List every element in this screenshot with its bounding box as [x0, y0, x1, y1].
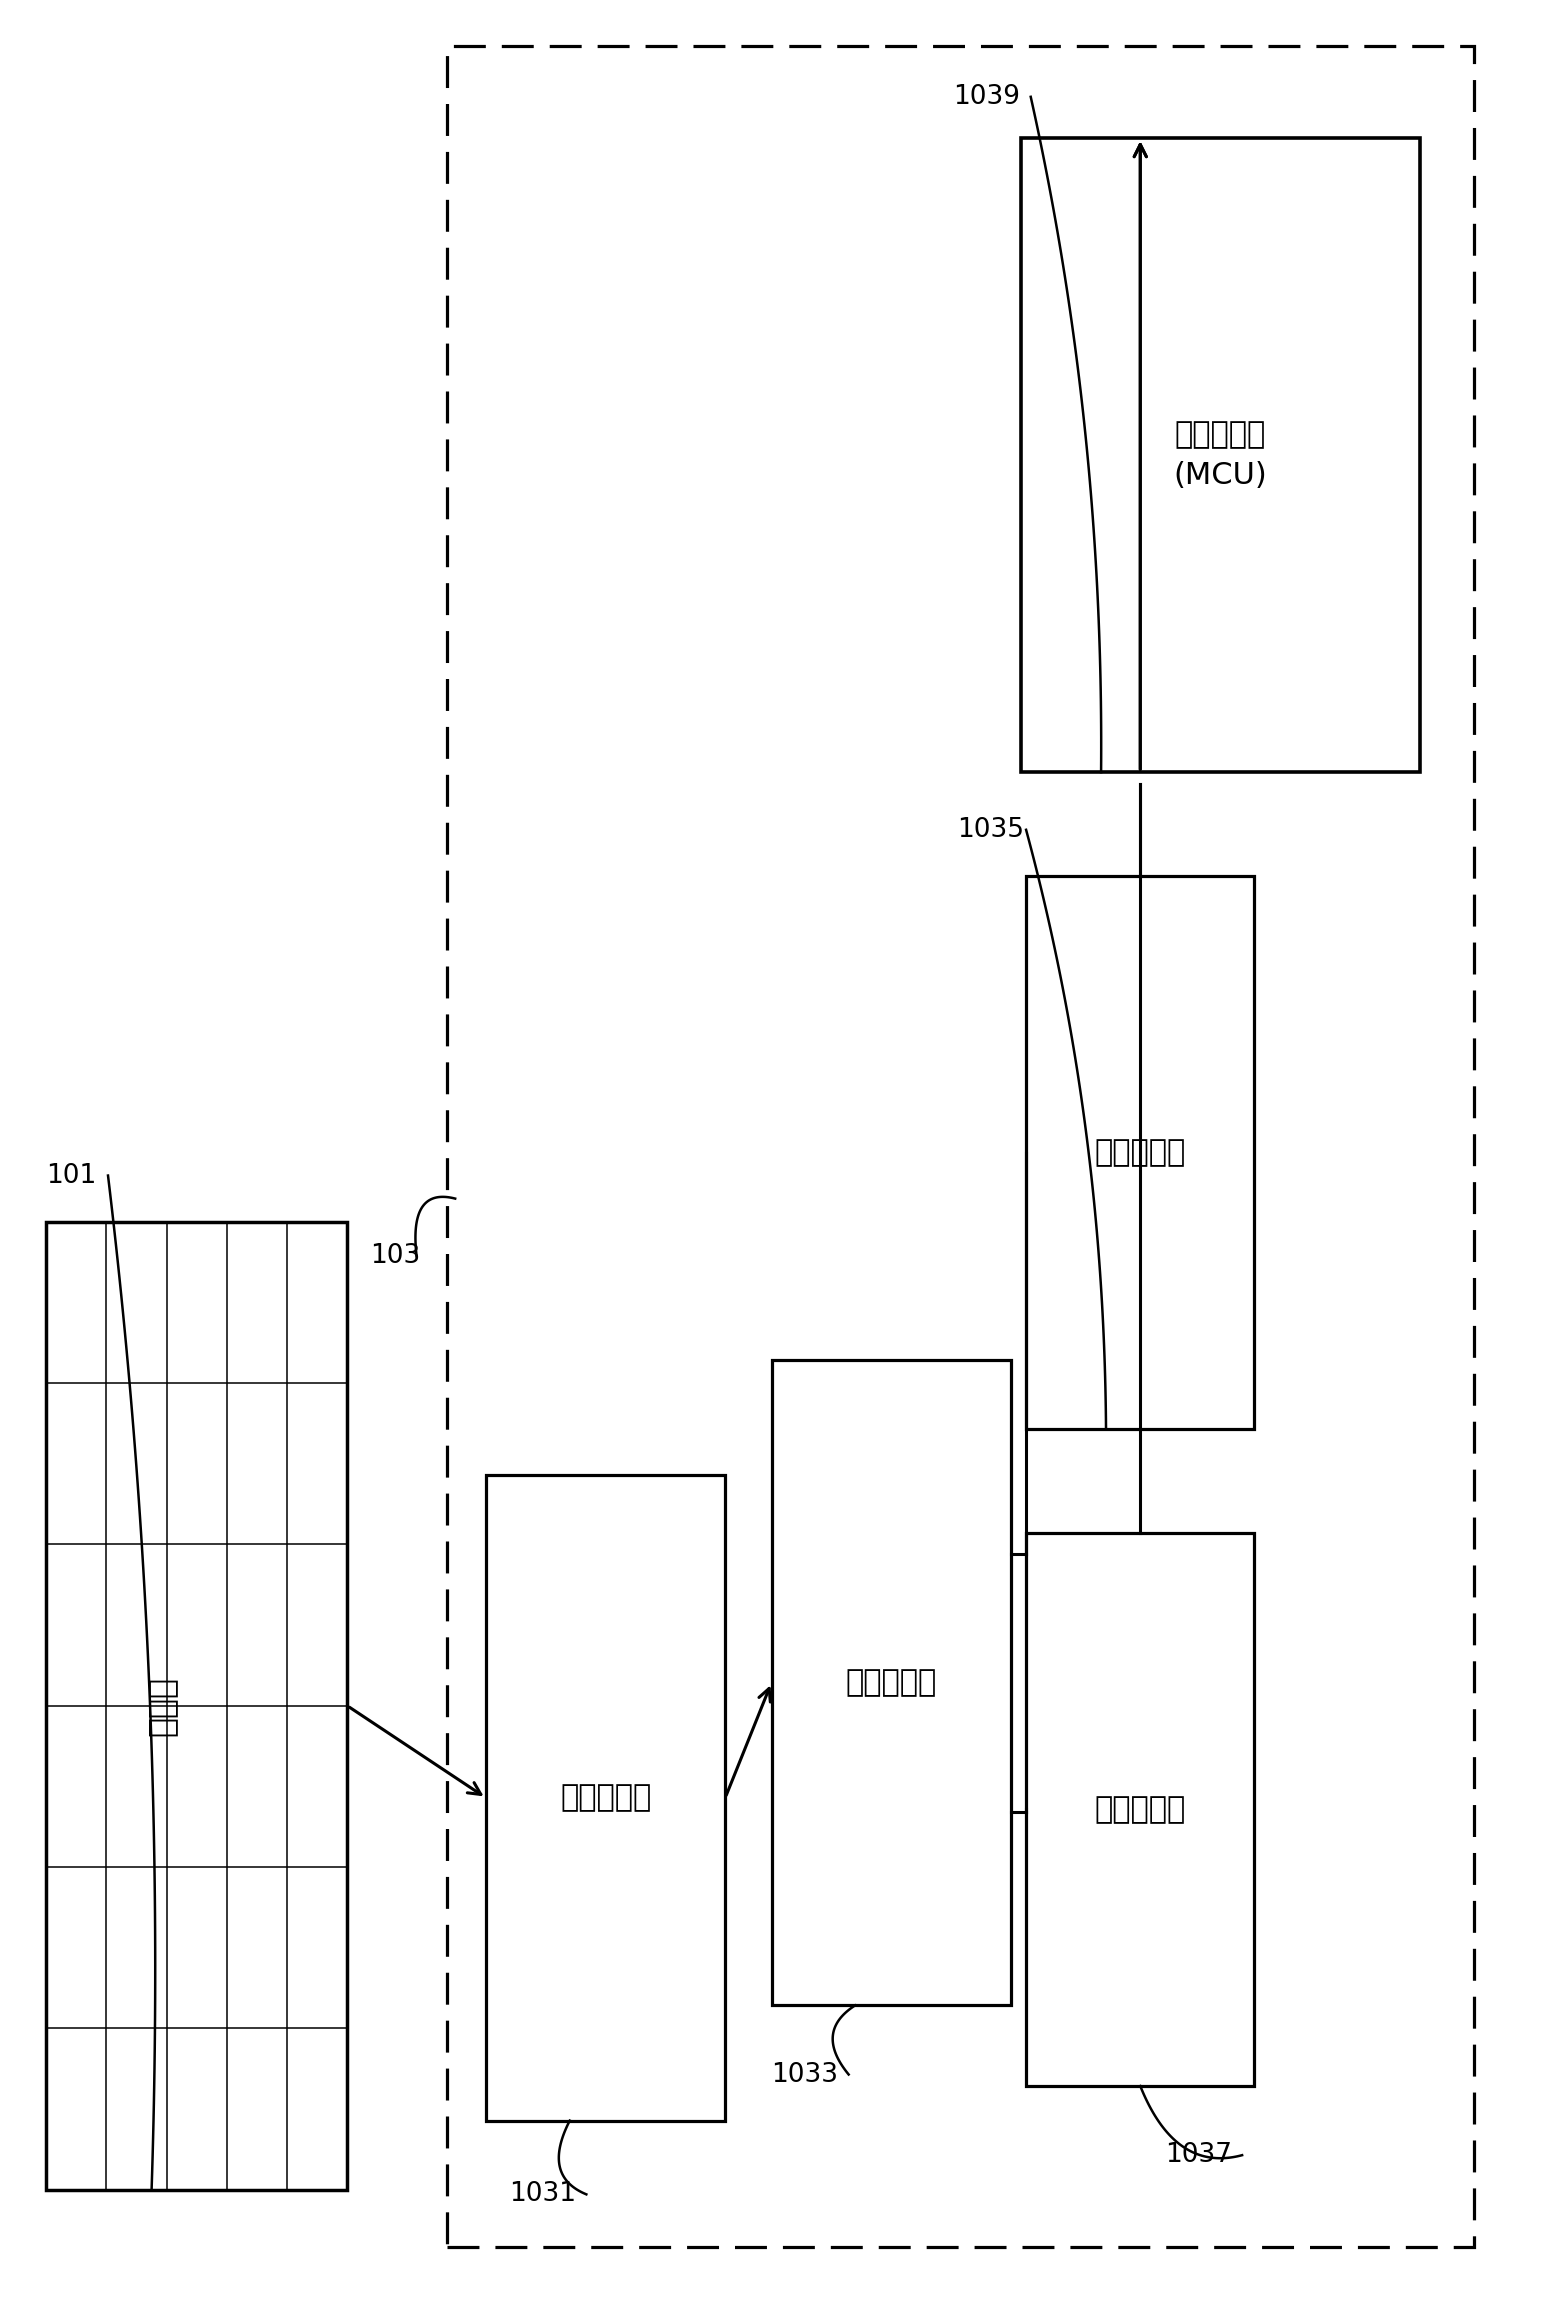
- Text: 103: 103: [370, 1242, 421, 1270]
- Text: 1035: 1035: [957, 816, 1023, 844]
- Text: 信号放大器: 信号放大器: [560, 1784, 651, 1812]
- Bar: [1021, 138, 1420, 772]
- Text: 101: 101: [46, 1162, 97, 1189]
- Text: 信号过滤器: 信号过滤器: [846, 1669, 937, 1696]
- Text: 1033: 1033: [772, 2061, 838, 2088]
- Text: 1039: 1039: [954, 83, 1020, 111]
- Text: 天线板: 天线板: [143, 1676, 177, 1736]
- Bar: [46, 1222, 347, 2190]
- Bar: [1026, 1533, 1254, 2086]
- Bar: [1026, 876, 1254, 1429]
- Bar: [772, 1360, 1011, 2005]
- Text: 充放电电路: 充放电电路: [1094, 1139, 1187, 1166]
- Text: 频率除频器: 频率除频器: [1094, 1796, 1187, 1823]
- Bar: [486, 1475, 725, 2121]
- Text: 微处理单元
(MCU): 微处理单元 (MCU): [1174, 420, 1267, 491]
- Bar: [447, 46, 1474, 2247]
- Text: 1031: 1031: [509, 2181, 576, 2208]
- Text: 1037: 1037: [1165, 2141, 1231, 2169]
